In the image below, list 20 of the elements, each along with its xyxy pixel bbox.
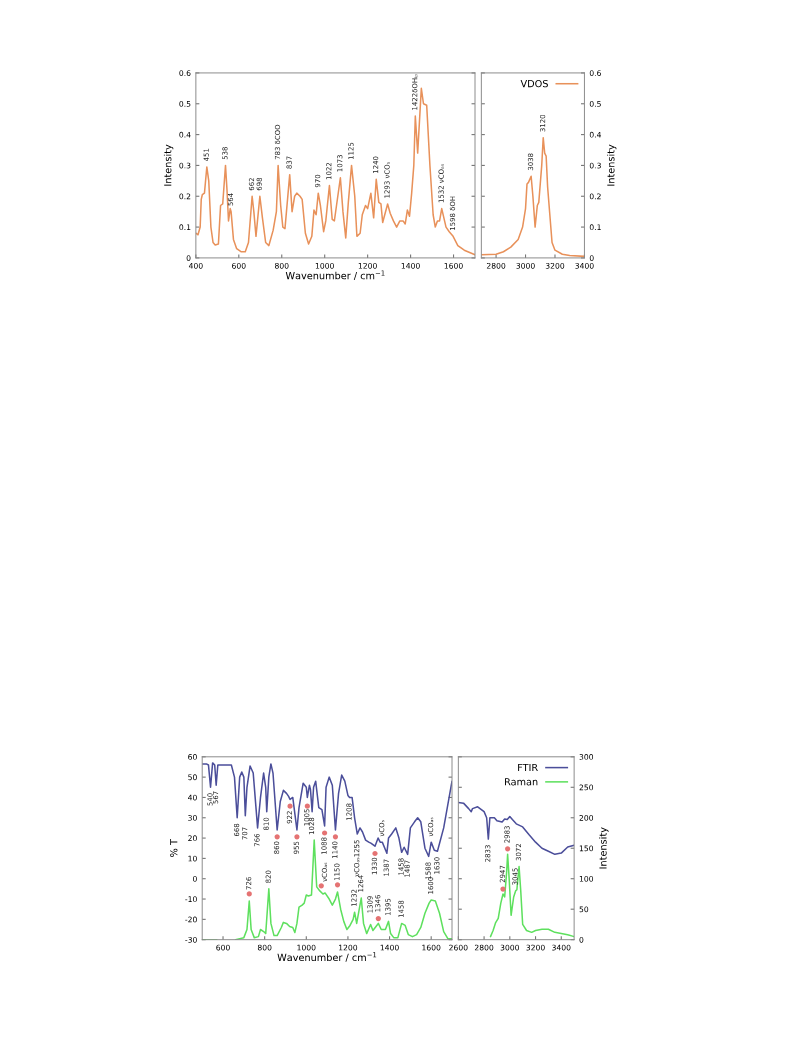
legend-label: FTIR: [518, 763, 538, 771]
y-axis-title: Intensity: [607, 144, 617, 186]
point: [318, 883, 324, 889]
point: [246, 891, 252, 897]
point: [332, 834, 339, 840]
x-axis-title: Wavenumber / cm$^{−1}$: [277, 952, 377, 962]
point: [287, 803, 293, 809]
y-axis-title: % T: [170, 839, 178, 857]
legend-label: Raman: [505, 778, 538, 786]
y-axis-title: Intensity: [599, 827, 609, 869]
point: [274, 834, 280, 840]
legend-label: VDOS: [520, 79, 548, 88]
y-axis-title: Intensity: [163, 144, 174, 186]
point: [334, 882, 341, 888]
point: [304, 803, 310, 809]
x-axis-title: Wavenumber / cm$^{−1}$: [285, 270, 385, 281]
point: [375, 915, 381, 922]
point: [322, 830, 328, 836]
point: [294, 834, 300, 840]
point: [372, 850, 378, 857]
